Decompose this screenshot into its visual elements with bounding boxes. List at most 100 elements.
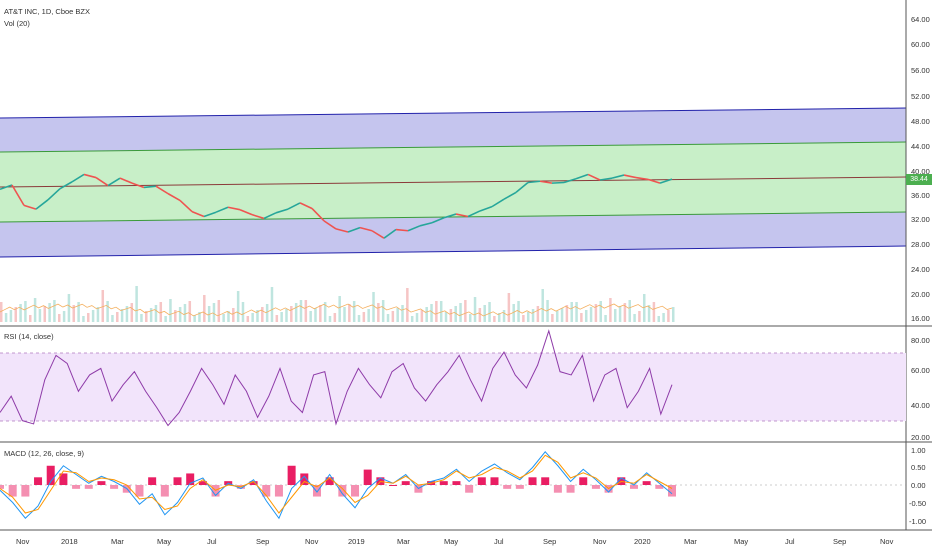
volume-bar [449,309,453,322]
histogram-bar [97,481,106,485]
volume-bar [96,307,100,322]
histogram-bar [173,477,182,485]
histogram-bar [325,477,334,485]
histogram-bar [148,477,157,485]
volume-bar [580,313,583,322]
macd-axis[interactable]: 1.00 0.50 0.00 -0.50 -1.00 [907,443,932,530]
volume-bar [546,300,549,322]
rsi-band [0,353,906,421]
volume-bar [526,312,530,322]
volume-bar [488,302,491,322]
price-tick: 52.00 [911,92,930,101]
volume-bar [14,307,18,322]
outer-upper-line [0,107,907,119]
price-segment [107,177,121,187]
histogram-bar [465,485,474,493]
price-segment [71,173,85,183]
volume-bar [406,288,409,322]
volume-bar [232,308,235,322]
volume-bar [497,313,501,322]
price-segment [407,225,421,232]
price-segment [659,178,673,184]
price-segment [155,185,169,195]
volume-bar [493,316,496,322]
price-segment [143,185,157,189]
price-segment [383,228,397,239]
macd-label: MACD (12, 26, close, 9) [4,449,85,458]
time-axis[interactable]: Nov 2018 Mar May Jul Sep Nov 2019 Mar Ma… [0,531,906,550]
macd-tick: 1.00 [911,446,926,455]
volume-bar [38,309,42,322]
price-tick: 32.00 [911,215,930,224]
volume-bar [120,309,124,322]
volume-bar [111,315,114,322]
histogram-bar [401,481,410,485]
histogram-bar [72,485,81,489]
price-segment [611,174,625,179]
volume-bar [333,313,337,322]
volume-bars [0,286,675,322]
price-segment [215,206,229,213]
volume-bar [357,315,361,322]
histogram-bar [135,485,144,497]
volume-bar [662,313,665,322]
volume-bar [565,305,569,322]
volume-bar [212,303,216,322]
macd-line [0,450,673,520]
volume-bar [222,314,225,322]
histogram-bar [8,485,17,497]
price-tick: 44.00 [911,142,930,151]
histogram-bar [528,477,537,485]
price-segment [623,174,637,179]
volume-bar [294,303,298,322]
price-segment [575,173,589,180]
macd-tick: -0.50 [909,499,927,508]
histogram-bar [351,485,360,497]
volume-bar [130,303,134,322]
time-tick: 2019 [348,537,365,546]
price-segment [587,173,601,181]
volume-bar [657,316,660,322]
price-segment [167,192,181,202]
volume-bar [58,314,61,322]
price-segment [59,181,73,190]
volume-bar [261,307,264,322]
price-segment [227,206,241,211]
volume-bar [188,301,192,322]
volume-bar [164,316,167,322]
histogram-bar [34,477,43,485]
price-tick: 64.00 [911,15,930,24]
histogram-bar [452,481,461,485]
price-axis[interactable]: 64.00 60.00 56.00 52.00 48.00 44.00 40.0… [907,0,932,326]
price-segment [419,221,433,227]
rsi-label: RSI (14, close) [4,332,54,341]
volume-bar [439,301,443,322]
histogram-bar [287,465,296,485]
volume-bar [444,312,448,322]
price-tick: 28.00 [911,240,930,249]
volume-bar [67,294,71,322]
rsi-axis[interactable]: 80.00 60.00 40.00 20.00 [907,327,932,442]
volume-bar [551,314,554,322]
volume-bar [647,305,651,322]
volume-bar [116,312,119,322]
volume-bar [391,311,395,322]
time-tick: 2018 [61,537,78,546]
histogram-bar [21,485,30,497]
price-segment [431,217,445,224]
volume-bar [91,310,95,322]
volume-bar [319,305,322,322]
time-tick: May [157,537,172,546]
price-segment [635,176,649,181]
volume-bar [0,302,3,322]
volume-bar [246,316,250,322]
price-segment [95,176,109,187]
volume-bar [314,308,317,322]
volume-bar [217,300,221,322]
histogram-bar [338,485,347,497]
volume-bar [256,310,259,322]
volume-bar [623,303,627,322]
price-segment [515,181,529,194]
